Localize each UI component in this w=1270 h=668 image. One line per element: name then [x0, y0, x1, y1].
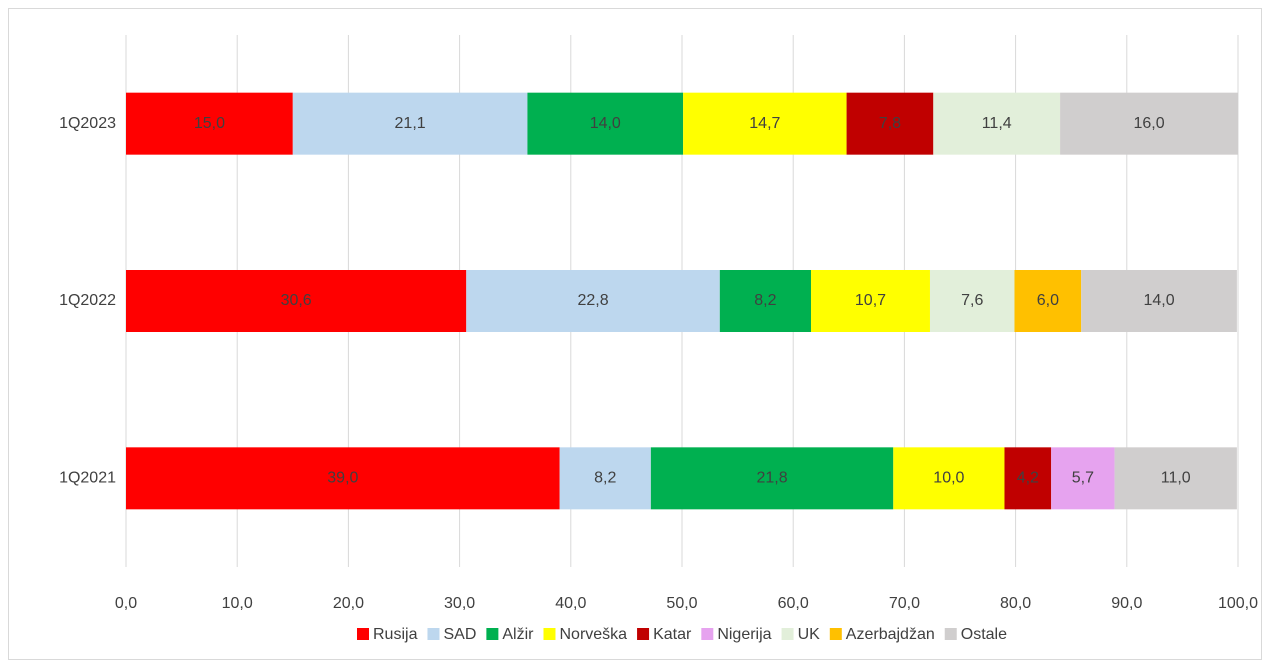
x-tick-label: 70,0	[889, 595, 920, 612]
data-label: 39,0	[327, 470, 358, 487]
data-label: 10,7	[855, 292, 886, 309]
bar-segment	[559, 447, 651, 510]
bar-segment	[933, 92, 1061, 155]
bar-segment	[1051, 447, 1115, 510]
x-tick-label: 60,0	[778, 595, 809, 612]
x-tick-label: 90,0	[1111, 595, 1142, 612]
bar-segment	[1004, 447, 1052, 510]
bar-segment	[650, 447, 894, 510]
bar-segment	[929, 270, 1015, 332]
data-label: 8,2	[594, 470, 616, 487]
data-label: 4,2	[1017, 470, 1039, 487]
data-label: 5,7	[1072, 470, 1094, 487]
bar-segment	[893, 447, 1005, 510]
data-label: 15,0	[194, 115, 225, 132]
legend-label: Katar	[653, 626, 692, 643]
bar-segment	[1060, 92, 1238, 155]
legend-swatch	[486, 628, 499, 640]
bar-segment	[126, 270, 467, 332]
data-label: 7,6	[961, 292, 983, 309]
y-tick-label: 1Q2023	[59, 115, 116, 132]
legend-label: Alžir	[502, 626, 534, 643]
data-label: 14,0	[590, 115, 621, 132]
bar-segment	[719, 270, 811, 332]
data-label: 21,8	[757, 470, 788, 487]
legend-label: Nigerija	[717, 626, 771, 643]
x-tick-label: 30,0	[444, 595, 475, 612]
y-tick-label: 1Q2022	[59, 292, 116, 309]
legend-label: UK	[798, 626, 821, 643]
data-label: 8,2	[754, 292, 776, 309]
data-label: 6,0	[1037, 292, 1059, 309]
data-label: 16,0	[1133, 115, 1164, 132]
x-tick-label: 20,0	[333, 595, 364, 612]
y-tick-label: 1Q2021	[59, 470, 116, 487]
data-label: 14,7	[749, 115, 780, 132]
bar-segment	[1014, 270, 1082, 332]
legend-swatch	[427, 628, 440, 640]
legend-swatch	[829, 628, 842, 640]
bar-segment	[1081, 270, 1237, 332]
legend-label: SAD	[443, 626, 476, 643]
bar-segment	[466, 270, 720, 332]
data-label: 30,6	[281, 292, 312, 309]
x-tick-label: 40,0	[555, 595, 586, 612]
bar-segment	[846, 92, 934, 155]
bar-segment	[292, 92, 528, 155]
legend-swatch	[357, 628, 369, 640]
legend-swatch	[781, 628, 794, 640]
x-tick-label: 80,0	[1000, 595, 1031, 612]
data-label: 10,0	[933, 470, 964, 487]
legend-swatch	[944, 628, 957, 640]
data-label: 7,8	[879, 115, 901, 132]
bar-segment	[810, 270, 930, 332]
bar-segment	[126, 92, 293, 155]
legend-label: Azerbajdžan	[846, 626, 935, 643]
legend-label: Norveška	[559, 626, 627, 643]
data-label: 14,0	[1143, 292, 1174, 309]
legend-swatch	[701, 628, 714, 640]
data-label: 11,4	[982, 115, 1012, 132]
bar-segment	[1114, 447, 1237, 510]
legend-label: Ostale	[961, 626, 1007, 643]
data-label: 11,0	[1161, 470, 1191, 487]
data-label: 21,1	[395, 115, 426, 132]
bar-segment	[683, 92, 847, 155]
x-tick-label: 100,0	[1218, 595, 1258, 612]
legend-swatch	[543, 628, 556, 640]
x-tick-label: 0,0	[115, 595, 137, 612]
data-label: 22,8	[577, 292, 608, 309]
bar-segment	[527, 92, 684, 155]
legend: Rusija SAD Alžir Norveška Katar Nigerija UK Aze…	[357, 626, 1007, 643]
legend-swatch	[637, 628, 650, 640]
legend-label: Rusija	[373, 626, 418, 643]
x-tick-label: 50,0	[666, 595, 697, 612]
bar-segment	[126, 447, 560, 510]
x-tick-label: 10,0	[222, 595, 253, 612]
